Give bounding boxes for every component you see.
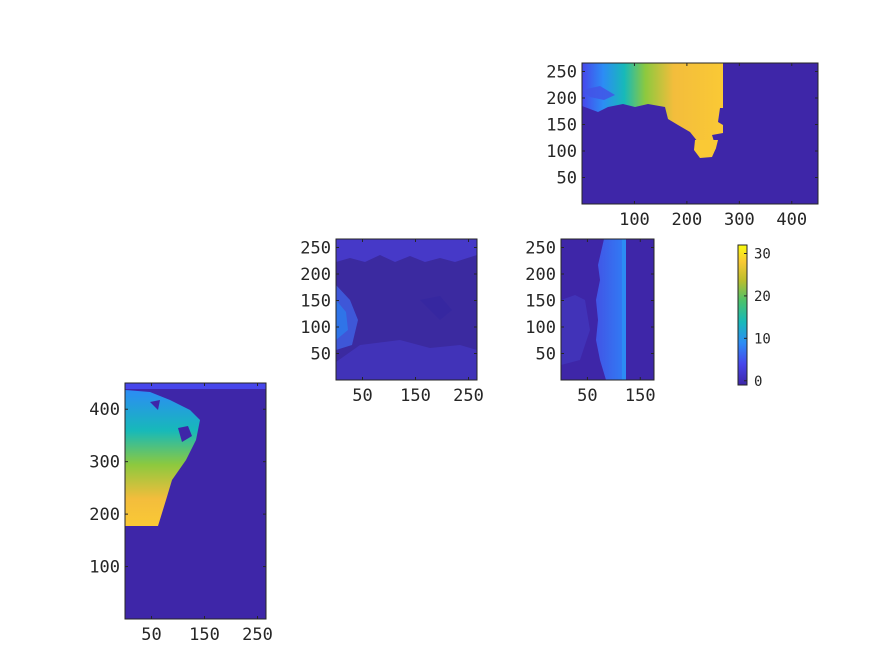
x-tick-label: 100 [619, 210, 650, 230]
axes-frame [560, 238, 655, 381]
y-tick-label: 400 [89, 400, 120, 420]
y-tick-label: 150 [546, 115, 577, 135]
x-tick-label: 250 [242, 625, 273, 645]
y-tick-label: 250 [546, 62, 577, 82]
x-tick-label: 300 [724, 210, 755, 230]
y-tick-label: 100 [89, 558, 120, 578]
colorbar-gradient [738, 245, 747, 385]
heatmap-image [561, 239, 654, 380]
x-tick-label: 150 [625, 386, 656, 406]
x-tick-label: 200 [672, 210, 703, 230]
x-tick-label: 250 [453, 386, 484, 406]
x-tick-label: 50 [577, 386, 597, 406]
colorbar-tick-label: 10 [754, 331, 771, 347]
x-tick-label: 150 [400, 386, 431, 406]
heatmap-image [582, 63, 818, 204]
colorbar-frame [737, 244, 748, 386]
y-tick-label: 200 [525, 265, 556, 285]
heatmap-image [336, 239, 477, 380]
y-tick-label: 150 [525, 291, 556, 311]
x-tick-label: 50 [141, 625, 161, 645]
colorbar-tick-label: 20 [754, 289, 771, 305]
heatmap-image [125, 383, 266, 619]
y-tick-label: 50 [557, 168, 577, 188]
y-tick-label: 50 [311, 344, 331, 364]
panel-bottom-left [124, 382, 267, 620]
panel-middle-left [335, 238, 478, 381]
y-tick-label: 100 [525, 318, 556, 338]
panel-top-right [581, 62, 819, 205]
x-tick-label: 150 [189, 625, 220, 645]
x-tick-label: 50 [352, 386, 372, 406]
colorbar-tick-label: 30 [754, 246, 771, 262]
y-tick-label: 50 [536, 344, 556, 364]
y-tick-label: 200 [546, 89, 577, 109]
y-tick-label: 200 [89, 505, 120, 525]
y-tick-label: 250 [525, 238, 556, 258]
y-tick-label: 100 [546, 142, 577, 162]
y-tick-label: 150 [300, 291, 331, 311]
y-tick-label: 100 [300, 318, 331, 338]
colorbar-tick-label: 0 [754, 374, 762, 390]
y-tick-label: 200 [300, 265, 331, 285]
colorbar [737, 244, 748, 386]
x-tick-label: 400 [776, 210, 807, 230]
axes-frame [335, 238, 478, 381]
panel-middle-right [560, 238, 655, 381]
axes-frame [581, 62, 819, 205]
y-tick-label: 250 [300, 238, 331, 258]
y-tick-label: 300 [89, 453, 120, 473]
axes-frame [124, 382, 267, 620]
